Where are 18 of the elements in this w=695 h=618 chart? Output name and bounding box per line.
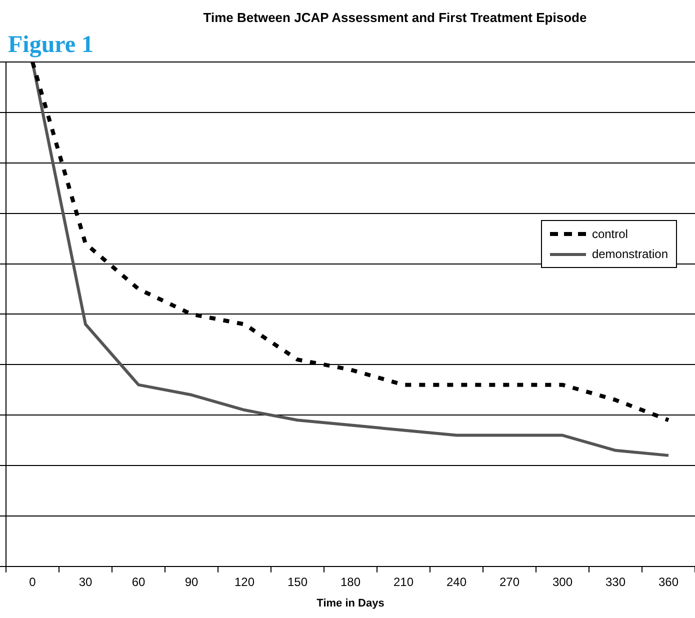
- x-tick-label: 240: [446, 574, 467, 589]
- x-tick-label: 60: [132, 574, 146, 589]
- x-tick-label: 210: [393, 574, 414, 589]
- x-tick-label: 90: [184, 574, 198, 589]
- x-tick-label: 360: [658, 574, 679, 589]
- x-tick-label: 120: [234, 574, 255, 589]
- legend-label: demonstration: [592, 247, 668, 261]
- x-tick-label: 180: [340, 574, 361, 589]
- x-axis-title: Time in Days: [316, 597, 384, 610]
- legend-label: control: [592, 227, 628, 241]
- x-tick-label: 150: [287, 574, 308, 589]
- x-tick-label: 0: [29, 574, 36, 589]
- caption: Figure 1: [8, 32, 94, 59]
- chart-title: Time Between JCAP Assessment and First Treatment Episode: [202, 10, 588, 25]
- x-tick-label: 330: [605, 574, 626, 589]
- x-tick-label: 300: [552, 574, 573, 589]
- x-tick-label: 270: [499, 574, 520, 589]
- x-tick-label: 30: [78, 574, 92, 589]
